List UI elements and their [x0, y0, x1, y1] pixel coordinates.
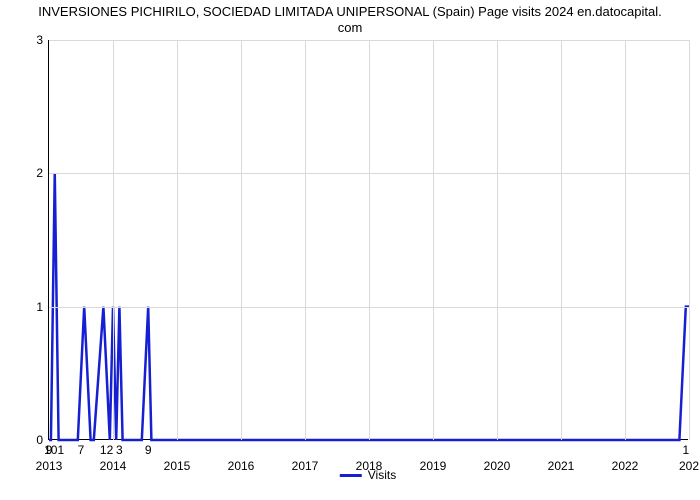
gridline-v: [305, 40, 306, 440]
gridline-v: [625, 40, 626, 440]
x-tick-label: 2017: [292, 459, 319, 473]
chart-area: 0123201320142015201620172018201920202021…: [48, 40, 688, 440]
x-minor-label: 9: [145, 443, 152, 457]
x-minor-label: 1: [682, 443, 689, 457]
gridline-v: [689, 40, 690, 440]
x-tick-label: 2014: [100, 459, 127, 473]
x-tick-label: 2015: [164, 459, 191, 473]
x-tick-label: 2013: [36, 459, 63, 473]
gridline-v: [241, 40, 242, 440]
plot-region: 0123201320142015201620172018201920202021…: [48, 40, 688, 440]
chart-title-line1: INVERSIONES PICHIRILO, SOCIEDAD LIMITADA…: [38, 4, 662, 19]
gridline-v: [177, 40, 178, 440]
chart-title: INVERSIONES PICHIRILO, SOCIEDAD LIMITADA…: [0, 0, 700, 35]
legend: Visits: [340, 468, 396, 482]
y-tick-label: 2: [21, 166, 43, 180]
x-minor-label: 101: [44, 443, 64, 457]
x-minor-label: 7: [78, 443, 85, 457]
legend-swatch: [340, 474, 362, 477]
x-tick-label: 2022: [612, 459, 639, 473]
gridline-v: [497, 40, 498, 440]
y-tick-label: 1: [21, 300, 43, 314]
y-tick-label: 3: [21, 33, 43, 47]
chart-title-line2: com: [338, 20, 363, 35]
x-tick-label: 202: [679, 459, 699, 473]
x-tick-label: 2016: [228, 459, 255, 473]
gridline-v: [561, 40, 562, 440]
gridline-v: [369, 40, 370, 440]
x-tick-label: 2021: [548, 459, 575, 473]
legend-label: Visits: [368, 468, 396, 482]
x-tick-label: 2019: [420, 459, 447, 473]
y-tick-label: 0: [21, 433, 43, 447]
gridline-v: [433, 40, 434, 440]
gridline-v: [113, 40, 114, 440]
x-minor-label: 12: [100, 443, 113, 457]
x-minor-label: 3: [116, 443, 123, 457]
x-tick-label: 2020: [484, 459, 511, 473]
